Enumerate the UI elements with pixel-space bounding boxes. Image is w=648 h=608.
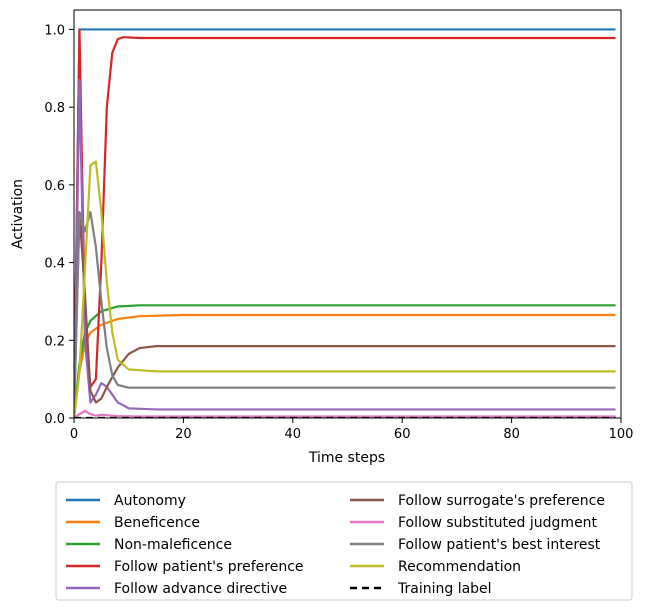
- series-line-4: [74, 78, 616, 418]
- series-line-1: [74, 313, 616, 418]
- series-line-0: [74, 28, 616, 418]
- y-axis-label: Activation: [10, 179, 26, 249]
- legend-label: Follow patient's preference: [114, 559, 304, 575]
- x-tick-label: 20: [175, 427, 192, 442]
- legend-label: Autonomy: [114, 493, 186, 509]
- x-tick-label: 60: [394, 427, 411, 442]
- series-line-2: [74, 304, 616, 418]
- plot-frame: [73, 9, 622, 419]
- legend-label: Training label: [397, 581, 492, 597]
- series-layer: [74, 28, 616, 418]
- x-tick-label: 0: [70, 427, 78, 442]
- legend-box: [55, 481, 633, 601]
- series-line-3: [74, 28, 616, 418]
- y-tick-label: 0.2: [44, 334, 65, 349]
- x-tick-label: 100: [609, 427, 634, 442]
- y-tick-label: 0.6: [44, 179, 65, 194]
- legend-label: Follow patient's best interest: [398, 537, 601, 553]
- series-line-7: [74, 210, 616, 418]
- series-line-6: [74, 409, 616, 418]
- legend-label: Follow surrogate's preference: [398, 493, 605, 509]
- legend-label: Recommendation: [398, 559, 521, 575]
- y-tick-label: 0.8: [44, 101, 65, 116]
- legend-label: Follow advance directive: [114, 581, 287, 597]
- y-axis: 0.0 0.2 0.4 0.6 0.8 1.0: [44, 23, 74, 427]
- legend: Autonomy Beneficence Non-maleficence Follow…: [66, 493, 605, 597]
- series-line-8: [74, 160, 616, 418]
- y-tick-label: 1.0: [44, 23, 65, 38]
- x-tick-label: 80: [503, 427, 520, 442]
- x-tick-label: 40: [285, 427, 302, 442]
- legend-label: Follow substituted judgment: [398, 515, 598, 531]
- y-tick-label: 0.4: [44, 257, 65, 272]
- legend-label: Non-maleficence: [114, 537, 232, 553]
- x-axis-label: Time steps: [308, 450, 385, 466]
- y-tick-label: 0.0: [44, 412, 65, 427]
- legend-label: Beneficence: [114, 515, 200, 531]
- x-axis: 0 20 40 60 80 100: [70, 418, 634, 442]
